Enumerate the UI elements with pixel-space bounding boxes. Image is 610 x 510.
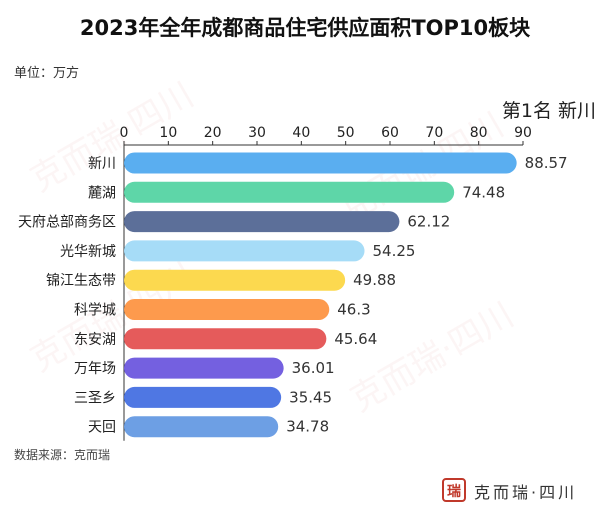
x-tick-label: 50 [337, 125, 355, 141]
brand-logo: 瑞 克而瑞·四川 [442, 476, 602, 506]
value-label: 62.12 [407, 213, 450, 231]
value-label: 88.57 [525, 154, 568, 172]
x-tick-label: 20 [204, 125, 222, 141]
bar [124, 211, 400, 233]
bar [124, 328, 327, 350]
highlight-label: 第1名 新川 [501, 100, 596, 122]
x-tick-label: 80 [470, 125, 488, 141]
x-tick-label: 90 [514, 125, 532, 141]
category-label: 万年场 [74, 361, 116, 377]
value-label: 36.01 [292, 359, 335, 377]
bar [124, 269, 346, 291]
x-tick-label: 30 [248, 125, 266, 141]
value-label: 35.45 [289, 388, 332, 406]
category-label: 科学城 [74, 303, 116, 319]
logo-text: 克而瑞·四川 [474, 483, 578, 502]
category-label: 天回 [88, 420, 116, 436]
bar [124, 299, 330, 320]
bar [124, 240, 365, 262]
seal-icon: 瑞 [442, 478, 466, 502]
bar [124, 357, 284, 379]
unit-label: 单位：万方 [14, 66, 80, 81]
bar [124, 416, 279, 438]
category-label: 光华新城 [60, 244, 116, 260]
value-label: 49.88 [353, 271, 396, 289]
source-label: 数据来源：克而瑞 [14, 448, 111, 462]
x-tick-label: 40 [292, 125, 310, 141]
value-label: 74.48 [462, 183, 505, 201]
bar [124, 386, 282, 408]
category-label: 新川 [88, 156, 116, 172]
value-label: 34.78 [286, 418, 329, 436]
x-tick-label: 70 [425, 125, 443, 141]
value-label: 46.3 [337, 301, 370, 319]
value-label: 54.25 [373, 242, 416, 260]
value-label: 45.64 [334, 330, 377, 348]
chart-title: 2023年全年成都商品住宅供应面积TOP10板块 [79, 16, 531, 40]
x-tick-label: 0 [120, 125, 129, 141]
x-tick-label: 10 [159, 125, 177, 141]
category-label: 三圣乡 [74, 390, 116, 406]
category-label: 天府总部商务区 [18, 215, 116, 231]
category-label: 东安湖 [74, 332, 116, 348]
bar [124, 181, 455, 203]
bar [124, 152, 517, 174]
category-label: 锦江生态带 [46, 272, 116, 289]
x-tick-label: 60 [381, 125, 399, 141]
category-label: 麓湖 [88, 185, 116, 201]
